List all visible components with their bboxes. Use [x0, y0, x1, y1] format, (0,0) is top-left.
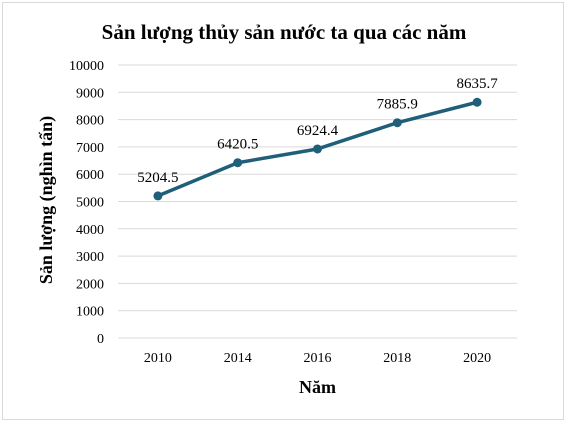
y-tick-label: 7000	[76, 141, 104, 156]
data-point	[472, 97, 482, 107]
data-label: 6420.5	[217, 137, 258, 153]
data-label: 7885.9	[377, 97, 418, 113]
y-tick-label: 5000	[76, 196, 104, 211]
data-point	[313, 144, 322, 154]
y-tick-label: 0	[97, 332, 104, 347]
x-tick-label: 2018	[383, 351, 411, 366]
data-labels: 5204.5 6420.5 6924.4 7885.9 8635.7	[137, 76, 498, 186]
x-axis-label: Năm	[299, 377, 336, 397]
series-line-group	[153, 97, 482, 201]
y-tick-label: 6000	[76, 168, 104, 183]
chart-title: Sản lượng thủy sản nước ta qua các năm	[101, 20, 467, 44]
y-tick-label: 9000	[76, 86, 104, 101]
y-tick-label: 1000	[76, 305, 104, 320]
x-tick-label: 2014	[224, 351, 252, 366]
data-label: 5204.5	[137, 170, 178, 186]
data-label: 6924.4	[297, 123, 339, 139]
y-tick-label: 2000	[76, 277, 104, 292]
y-tick-label: 10000	[69, 59, 104, 74]
x-tick-label: 2010	[144, 351, 172, 366]
x-tick-label: 2016	[304, 351, 332, 366]
data-point	[153, 191, 163, 201]
y-tick-label: 3000	[76, 250, 104, 265]
data-label: 8635.7	[456, 76, 498, 92]
y-tick-label: 4000	[76, 223, 104, 238]
x-tick-label: 2020	[463, 351, 491, 366]
data-point	[392, 118, 402, 128]
data-point	[233, 158, 243, 168]
x-tick-labels: 2010 2014 2016 2018 2020	[144, 351, 491, 366]
y-tick-label: 8000	[76, 114, 104, 129]
chart-frame	[2, 2, 564, 420]
y-tick-labels: 0 1000 2000 3000 4000 5000 6000 7000 8000 9000 100…	[69, 59, 104, 347]
